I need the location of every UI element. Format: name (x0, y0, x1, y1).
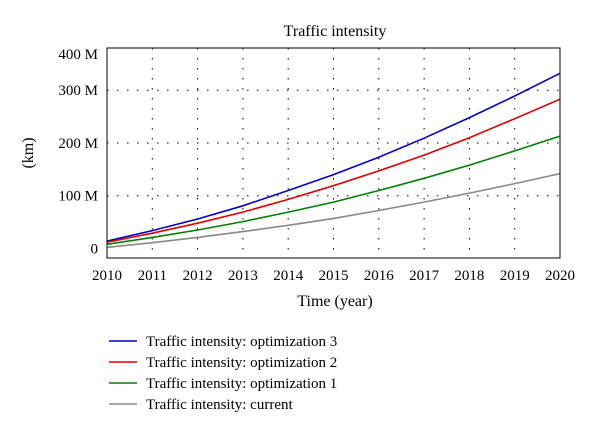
y-axis-label: (km) (20, 137, 37, 168)
x-tick-label: 2018 (454, 268, 484, 284)
axis-ticks: 2010 2011 2012 2013 2014 2015 2016 2017 2018 2019… (58, 47, 575, 284)
y-tick-label: 400 M (58, 47, 98, 63)
x-tick-label: 2014 (273, 268, 304, 284)
y-tick-label: 200 M (58, 136, 98, 152)
y-tick-label: 0 (91, 242, 99, 258)
plot-frame (106, 47, 561, 259)
series-line (106, 135, 561, 246)
x-tick-label: 2016 (364, 268, 395, 284)
x-tick-label: 2015 (319, 268, 349, 284)
grid (107, 48, 560, 258)
legend-label: Traffic intensity: optimization 1 (146, 376, 337, 392)
x-tick-label: 2010 (92, 268, 122, 284)
series-lines (106, 72, 561, 249)
series-line (106, 172, 561, 249)
x-tick-label: 2013 (228, 268, 258, 284)
y-tick-label: 100 M (58, 189, 98, 205)
legend-label: Traffic intensity: optimization 3 (146, 334, 337, 350)
legend: Traffic intensity: optimization 3 Traffic… (109, 334, 337, 413)
x-tick-label: 2017 (409, 268, 440, 284)
y-tick-label: 300 M (58, 83, 98, 99)
series-line (106, 72, 561, 242)
legend-label: Traffic intensity: optimization 2 (146, 355, 337, 371)
series-line (106, 98, 561, 243)
x-tick-label: 2011 (138, 268, 167, 284)
x-tick-label: 2012 (183, 268, 213, 284)
chart-title: Traffic intensity (284, 23, 387, 40)
x-tick-label: 2020 (545, 268, 575, 284)
x-tick-label: 2019 (500, 268, 530, 284)
x-axis-label: Time (year) (297, 293, 372, 310)
legend-label: Traffic intensity: current (146, 397, 293, 413)
